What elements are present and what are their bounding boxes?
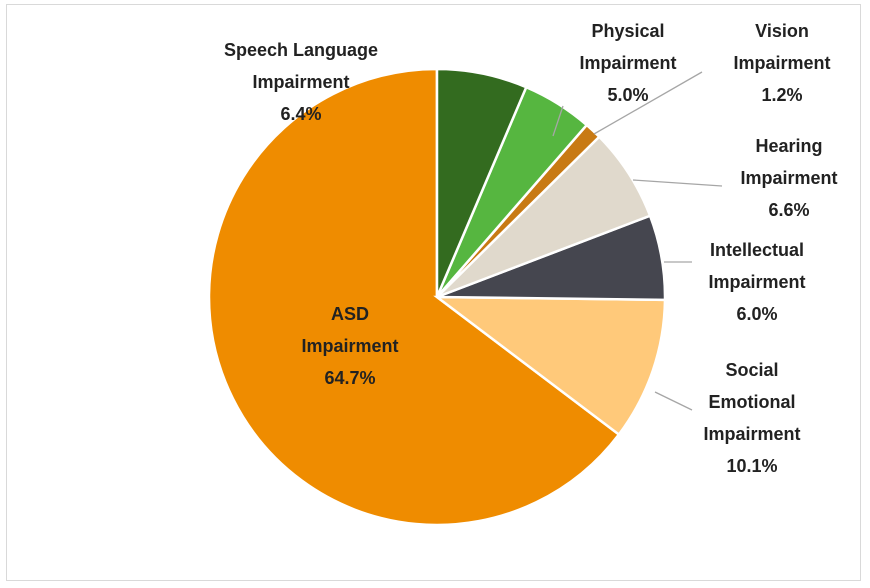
slice-category: Vision Impairment <box>733 21 831 73</box>
slice-value: 6.4% <box>280 104 322 124</box>
slice-value: 10.1% <box>726 456 778 476</box>
leader-line <box>593 71 703 135</box>
slice-value: 64.7% <box>324 368 376 388</box>
slice-category: Intellectual Impairment <box>708 240 806 292</box>
leader-line <box>552 105 564 137</box>
slice-label: Intellectual Impairment 6.0% <box>687 234 827 330</box>
slice-value: 6.6% <box>768 200 810 220</box>
slice-category: Speech Language Impairment <box>223 40 379 92</box>
slice-label: Vision Impairment 1.2% <box>727 15 837 111</box>
pie-slice <box>433 295 667 437</box>
slice-label: Hearing Impairment 6.6% <box>719 130 859 226</box>
slice-category: Social Emotional Impairment <box>703 360 801 444</box>
chart-frame <box>6 4 861 581</box>
slice-value: 1.2% <box>761 85 803 105</box>
slice-value: 5.0% <box>607 85 649 105</box>
leader-lines <box>552 71 723 411</box>
slice-category: Hearing Impairment <box>740 136 838 188</box>
slice-value: 6.0% <box>736 304 778 324</box>
pie-slice <box>435 67 528 298</box>
slice-label: Social Emotional Impairment 10.1% <box>687 354 817 482</box>
slice-label: Physical Impairment 5.0% <box>573 15 683 111</box>
pie-slice <box>207 67 621 527</box>
slice-label: Speech Language Impairment 6.4% <box>206 34 396 130</box>
slice-category: ASD Impairment <box>301 304 399 356</box>
slice-category: Physical Impairment <box>579 21 677 73</box>
leader-line <box>632 179 723 187</box>
slice-label: ASD Impairment 64.7% <box>290 298 410 394</box>
leader-line <box>654 391 693 411</box>
